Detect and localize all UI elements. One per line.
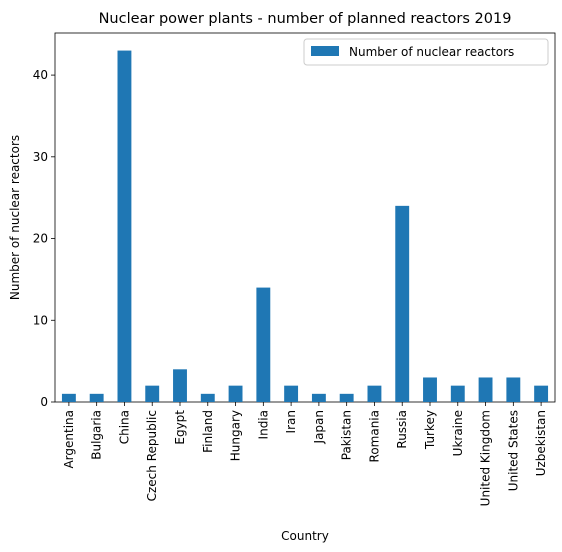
x-tick-label: Argentina — [62, 410, 76, 469]
y-axis-label: Number of nuclear reactors — [8, 135, 22, 300]
bar-iran — [284, 385, 299, 402]
bars — [61, 50, 549, 402]
legend-frame — [303, 38, 549, 66]
bar-czech-republic — [145, 385, 160, 402]
y-tick-label: 0 — [40, 395, 48, 409]
x-tick-label: China — [117, 410, 131, 444]
y-tick-label: 10 — [33, 313, 48, 327]
bar-uzbekistan — [534, 385, 549, 402]
bar-pakistan — [339, 393, 354, 402]
x-tick-label: Pakistan — [340, 410, 354, 460]
x-tick-label: United Kingdom — [479, 410, 493, 506]
x-axis-ticks: Argentina Bulgaria China Czech Republic Egyp… — [62, 402, 548, 506]
x-tick-label: Turkey — [423, 410, 437, 450]
plot-frame — [54, 32, 556, 403]
bar-egypt — [173, 369, 187, 402]
y-tick-label: 30 — [33, 150, 48, 164]
bar-romania — [367, 385, 382, 402]
bar-united-kingdom — [478, 377, 493, 402]
bar-finland — [200, 393, 215, 402]
x-tick-label: United States — [506, 410, 520, 491]
x-tick-label: Japan — [312, 410, 326, 444]
x-tick-label: Iran — [284, 410, 298, 433]
y-axis-ticks: 0 10 20 30 40 — [33, 68, 55, 409]
chart-title: Nuclear power plants - number of planned… — [99, 11, 512, 27]
bar-united-states — [506, 377, 521, 402]
bar-china — [117, 50, 132, 402]
legend: Number of nuclear reactors — [303, 38, 549, 66]
legend-label: Number of nuclear reactors — [349, 45, 514, 59]
bar-russia — [395, 205, 410, 402]
x-tick-label: India — [256, 410, 270, 439]
x-tick-label: Romania — [367, 410, 381, 462]
bar-argentina — [61, 393, 76, 402]
plot-area — [54, 32, 556, 403]
bar-japan — [311, 393, 326, 402]
x-tick-label: Bulgaria — [90, 410, 104, 460]
x-axis-label: Country — [281, 529, 329, 543]
legend-swatch — [311, 46, 339, 56]
y-tick-label: 40 — [33, 68, 48, 82]
bar-bulgaria — [89, 393, 104, 402]
x-tick-label: Ukraine — [451, 410, 465, 456]
x-tick-label: Egypt — [173, 410, 187, 445]
x-tick-label: Finland — [201, 410, 215, 453]
y-tick-label: 20 — [33, 232, 48, 246]
x-tick-label: Uzbekistan — [534, 410, 548, 476]
bar-hungary — [228, 385, 243, 402]
bar-ukraine — [450, 385, 465, 402]
bar-india — [256, 287, 271, 402]
x-tick-label: Hungary — [229, 410, 243, 461]
x-tick-label: Czech Republic — [145, 410, 159, 501]
x-tick-label: Russia — [395, 410, 409, 449]
bar-turkey — [423, 377, 437, 402]
